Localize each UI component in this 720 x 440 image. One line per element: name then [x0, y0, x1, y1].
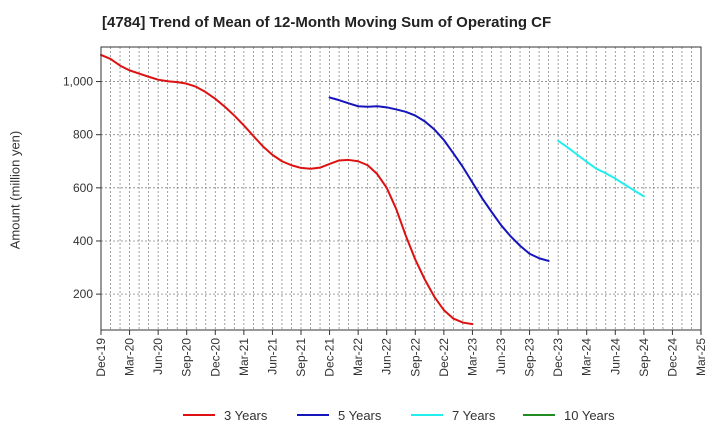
series-lines — [100, 53, 645, 326]
legend-label-5-years: 5 Years — [338, 408, 382, 423]
y-tick-label: 200 — [73, 287, 93, 301]
legend-label-3-years: 3 Years — [224, 408, 268, 423]
x-tick-label: Mar-22 — [351, 338, 365, 376]
x-tick-label: Sep-23 — [523, 338, 537, 377]
x-tick-label: Jun-20 — [151, 338, 165, 375]
x-tick-label: Jun-24 — [608, 338, 622, 375]
y-axis: 200 400 600 800 1,000 — [63, 75, 101, 301]
x-tick-label: Dec-24 — [665, 338, 679, 377]
legend-label-7-years: 7 Years — [452, 408, 496, 423]
x-tick-label: Sep-21 — [294, 338, 308, 377]
x-tick-label: Jun-21 — [265, 338, 279, 375]
y-tick-label: 1,000 — [63, 75, 93, 89]
series-line-7-years — [557, 139, 645, 198]
plot-frame — [100, 46, 702, 331]
x-tick-label: Mar-24 — [580, 338, 594, 376]
x-tick-label: Sep-22 — [408, 338, 422, 377]
grid-lines — [101, 47, 701, 330]
y-tick-label: 600 — [73, 181, 93, 195]
x-tick-label: Dec-23 — [551, 338, 565, 377]
x-axis: Dec-19 Mar-20 Jun-20 Sep-20 Dec-20 Mar-21 Jun-… — [94, 330, 708, 377]
chart-title: [4784] Trend of Mean of 12-Month Moving … — [102, 14, 552, 31]
x-tick-label: Mar-20 — [123, 338, 137, 376]
x-tick-label: Mar-25 — [694, 338, 708, 376]
x-tick-label: Dec-22 — [437, 338, 451, 377]
x-tick-label: Jun-23 — [494, 338, 508, 375]
y-tick-label: 400 — [73, 234, 93, 248]
x-tick-label: Sep-24 — [637, 338, 651, 377]
x-tick-label: Jun-22 — [380, 338, 394, 375]
x-tick-label: Dec-21 — [323, 338, 337, 377]
series-line-5-years — [328, 96, 550, 262]
x-tick-label: Dec-19 — [94, 338, 108, 377]
x-tick-label: Mar-23 — [465, 338, 479, 376]
legend: 3 Years 5 Years 7 Years 10 Years — [183, 408, 615, 423]
series-line-3-years — [100, 53, 474, 326]
x-tick-label: Dec-20 — [208, 338, 222, 377]
y-tick-label: 800 — [73, 128, 93, 142]
x-tick-label: Mar-21 — [237, 338, 251, 376]
x-tick-label: Sep-20 — [180, 338, 194, 377]
legend-label-10-years: 10 Years — [564, 408, 615, 423]
